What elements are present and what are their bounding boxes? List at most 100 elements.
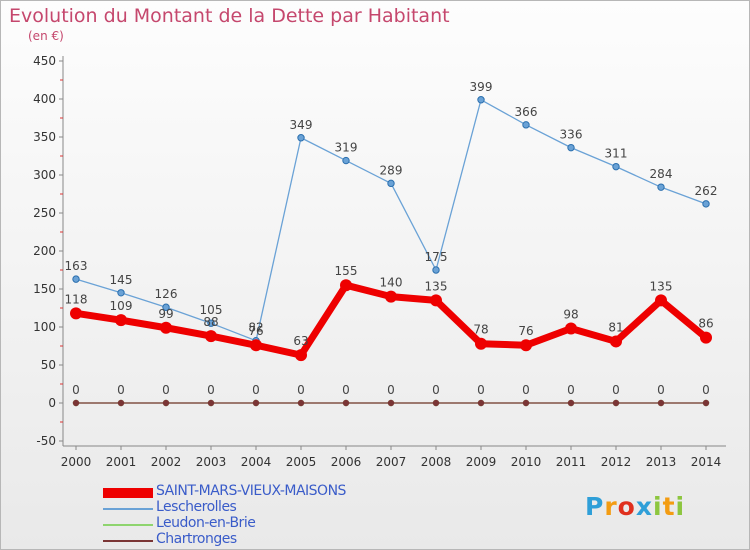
logo-letter: P: [585, 492, 605, 521]
data-label-0: 140: [380, 276, 403, 290]
legend-label: Chartronges: [156, 531, 237, 547]
x-tick-label: 2008: [421, 455, 452, 469]
data-label-0: 155: [335, 264, 358, 278]
series-point-3: [567, 399, 575, 407]
series-point-3: [387, 399, 395, 407]
legend-label: Leudon-en-Brie: [156, 515, 256, 531]
data-label-0: 81: [608, 320, 623, 334]
series-point-3: [657, 399, 665, 407]
chart-unit: (en €): [28, 29, 64, 43]
data-label-1: 284: [650, 167, 673, 181]
series-point-0: [205, 330, 217, 343]
data-label-3: 0: [162, 383, 170, 397]
logo-letter: o: [617, 492, 636, 521]
y-tick-label: 100: [33, 320, 56, 334]
series-point-3: [162, 399, 170, 407]
data-label-3: 0: [72, 383, 80, 397]
data-label-1: 126: [155, 287, 178, 301]
series-point-1: [612, 162, 620, 171]
logo-letter: i: [675, 492, 686, 521]
data-label-3: 0: [297, 383, 305, 397]
data-label-1: 289: [380, 163, 403, 177]
series-point-0: [430, 294, 442, 307]
data-label-3: 0: [477, 383, 485, 397]
series-point-3: [522, 399, 530, 407]
data-label-3: 0: [657, 383, 665, 397]
legend-label: SAINT-MARS-VIEUX-MAISONS: [156, 483, 346, 499]
series-point-0: [70, 307, 82, 320]
data-label-0: 86: [698, 317, 713, 331]
y-tick-label: 250: [33, 206, 56, 220]
y-tick-label: 0: [48, 396, 56, 410]
x-tick-label: 2011: [556, 455, 587, 469]
series-point-1: [477, 96, 485, 104]
x-tick-label: 2004: [241, 455, 272, 469]
series-point-0: [115, 314, 127, 327]
x-tick-label: 2010: [511, 455, 542, 469]
logo-letter: x: [635, 492, 653, 521]
data-label-3: 0: [207, 383, 215, 397]
series-point-3: [477, 399, 485, 407]
data-label-0: 88: [203, 315, 218, 329]
data-label-3: 0: [522, 383, 530, 397]
series-point-3: [612, 399, 620, 407]
data-label-0: 76: [248, 324, 263, 338]
data-label-0: 78: [473, 323, 488, 337]
series-point-0: [340, 279, 352, 292]
y-tick-label: 400: [33, 92, 56, 106]
data-label-1: 366: [515, 105, 538, 119]
series-point-0: [520, 339, 532, 352]
data-label-1: 349: [290, 118, 313, 132]
legend-label: Lescherolles: [156, 499, 237, 515]
data-label-0: 135: [650, 279, 673, 293]
y-tick-label: -50: [36, 434, 56, 448]
x-tick-label: 2003: [196, 455, 227, 469]
series-point-1: [297, 134, 305, 142]
series-point-3: [72, 399, 80, 407]
y-tick-label: 150: [33, 282, 56, 296]
y-tick-label: 350: [33, 130, 56, 144]
series-line-1: [75, 99, 707, 342]
data-label-0: 99: [158, 307, 173, 321]
logo-letter: i: [653, 492, 663, 521]
series-point-0: [700, 331, 712, 344]
data-label-1: 311: [605, 147, 628, 161]
data-label-0: 98: [563, 308, 578, 322]
proxiti-logo: Proxiti: [585, 492, 685, 521]
x-tick-label: 2000: [61, 455, 92, 469]
series-point-0: [250, 339, 262, 352]
data-label-1: 399: [470, 80, 493, 94]
y-tick-label: 200: [33, 244, 56, 258]
series-point-0: [295, 349, 307, 362]
legend-swatch: [103, 488, 153, 498]
series-point-3: [297, 399, 305, 407]
data-label-3: 0: [702, 383, 710, 397]
chart-title: Evolution du Montant de la Dette par Hab…: [9, 5, 450, 27]
series-point-3: [207, 399, 215, 407]
data-label-1: 319: [335, 141, 358, 155]
series-point-1: [387, 179, 395, 188]
y-tick-label: 450: [33, 54, 56, 68]
logo-letter: t: [662, 492, 676, 521]
x-tick-label: 2013: [646, 455, 677, 469]
series-point-1: [342, 156, 350, 165]
data-label-1: 262: [695, 184, 718, 198]
data-label-1: 145: [110, 273, 133, 287]
series-point-1: [162, 303, 170, 311]
data-label-1: 82: [248, 321, 263, 335]
series-point-1: [207, 319, 215, 327]
data-label-3: 0: [342, 383, 350, 397]
series-point-3: [702, 399, 710, 407]
data-label-1: 175: [425, 250, 448, 264]
data-label-1: 105: [200, 303, 223, 317]
series-point-1: [72, 275, 80, 283]
x-tick-label: 2012: [601, 455, 632, 469]
data-label-0: 109: [110, 299, 133, 313]
series-point-1: [702, 200, 710, 208]
legend-swatch: [103, 508, 153, 510]
series-point-3: [252, 399, 260, 407]
series-point-1: [432, 266, 440, 274]
series-point-0: [160, 321, 172, 334]
